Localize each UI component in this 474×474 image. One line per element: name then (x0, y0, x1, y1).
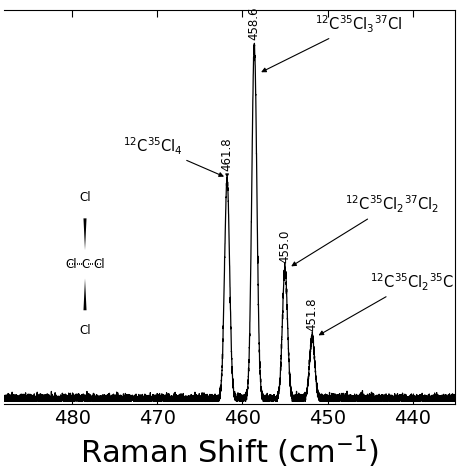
Text: $^{12}$C$^{35}$Cl$_3$$^{37}$Cl: $^{12}$C$^{35}$Cl$_3$$^{37}$Cl (262, 13, 402, 72)
Text: Cl: Cl (79, 191, 91, 204)
Text: 451.8: 451.8 (306, 298, 319, 331)
X-axis label: Raman Shift (cm$^{-1}$): Raman Shift (cm$^{-1}$) (80, 433, 379, 470)
Text: Cl: Cl (65, 258, 77, 271)
Text: 461.8: 461.8 (220, 137, 234, 171)
Polygon shape (83, 278, 87, 310)
Text: 455.0: 455.0 (278, 229, 292, 263)
Text: $^{12}$C$^{35}$Cl$_4$: $^{12}$C$^{35}$Cl$_4$ (123, 135, 223, 176)
Text: C: C (81, 258, 89, 271)
Text: Cl: Cl (79, 324, 91, 337)
Text: Cl: Cl (93, 258, 105, 271)
Polygon shape (83, 219, 87, 250)
Text: 458.6: 458.6 (248, 6, 261, 40)
Text: $^{12}$C$^{35}$Cl$_2$$^{37}$Cl$_2$: $^{12}$C$^{35}$Cl$_2$$^{37}$Cl$_2$ (292, 193, 439, 266)
Text: $^{12}$C$^{35}$Cl$_2$$^{35}$C: $^{12}$C$^{35}$Cl$_2$$^{35}$C (319, 271, 454, 335)
